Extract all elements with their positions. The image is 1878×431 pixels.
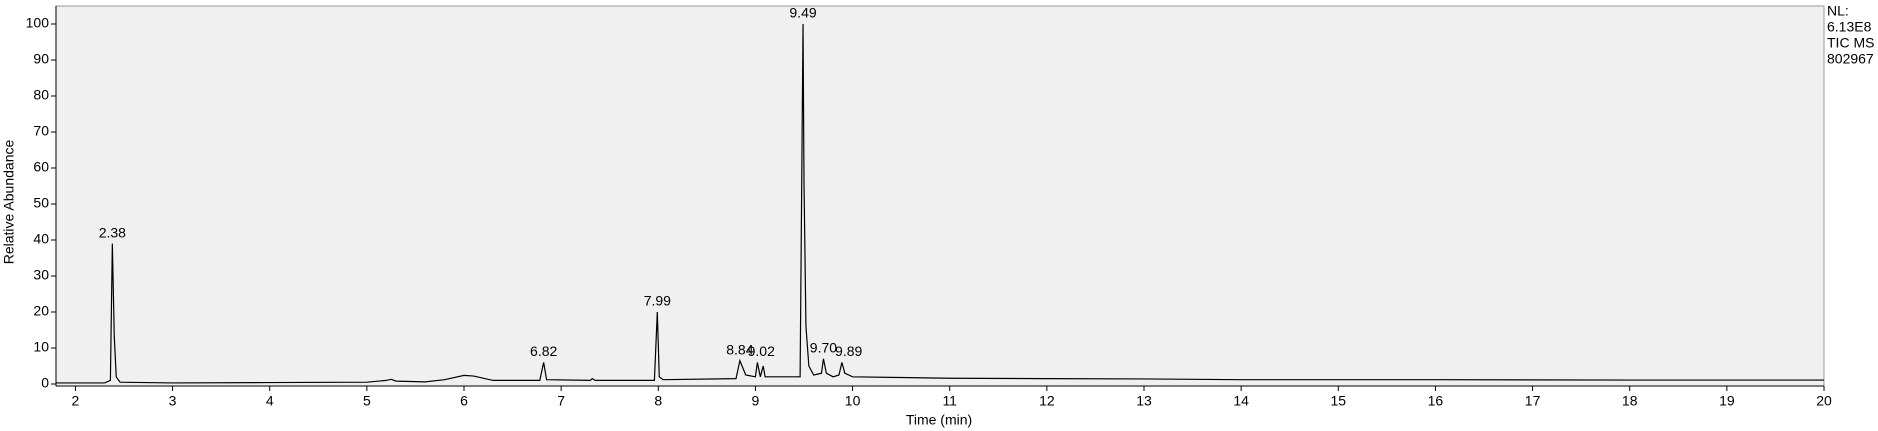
plot-area [55, 5, 1825, 387]
x-tick-label: 5 [363, 393, 371, 409]
y-axis-label: Relative Abundance [1, 140, 17, 265]
x-tick-label: 19 [1719, 393, 1735, 409]
info-text: NL: [1827, 3, 1849, 19]
y-tick-label: 40 [33, 231, 49, 247]
x-tick-label: 8 [654, 393, 662, 409]
x-tick-label: 11 [942, 393, 957, 409]
peak-label: 9.49 [789, 5, 816, 21]
y-tick-label: 0 [41, 375, 49, 391]
info-text: 802967 [1827, 51, 1874, 67]
peak-label: 6.82 [530, 343, 557, 359]
trace [56, 23, 1824, 384]
y-tick-label: 70 [33, 123, 49, 139]
y-tick-label: 50 [33, 195, 49, 211]
x-tick-label: 16 [1428, 393, 1444, 409]
x-tick-label: 20 [1816, 393, 1832, 409]
peak-label: 9.02 [748, 343, 775, 359]
y-tick-label: 90 [33, 51, 49, 67]
peak-label: 8.84 [726, 341, 753, 357]
y-tick-label: 100 [26, 15, 50, 31]
peak-label: 9.89 [835, 343, 862, 359]
x-tick-label: 12 [1039, 393, 1055, 409]
peak-label: 9.70 [810, 340, 837, 356]
x-tick-label: 15 [1330, 393, 1346, 409]
y-tick-label: 20 [33, 303, 49, 319]
y-tick-label: 30 [33, 267, 49, 283]
x-tick-label: 18 [1622, 393, 1638, 409]
peak-label: 7.99 [644, 293, 671, 309]
x-axis-label: Time (min) [906, 412, 972, 428]
x-tick-label: 4 [266, 393, 274, 409]
x-tick-label: 9 [752, 393, 760, 409]
x-tick-label: 2 [72, 393, 80, 409]
y-tick-label: 10 [33, 339, 49, 355]
x-tick-label: 13 [1136, 393, 1152, 409]
peak-label: 2.38 [99, 224, 126, 240]
info-text: 6.13E8 [1827, 19, 1872, 35]
y-tick-label: 60 [33, 159, 49, 175]
info-text: TIC MS [1827, 35, 1874, 51]
x-tick-label: 7 [557, 393, 565, 409]
x-tick-label: 10 [845, 393, 861, 409]
x-tick-label: 6 [460, 393, 468, 409]
x-tick-label: 3 [169, 393, 177, 409]
y-tick-label: 80 [33, 87, 49, 103]
x-tick-label: 14 [1233, 393, 1249, 409]
x-tick-label: 17 [1525, 393, 1541, 409]
